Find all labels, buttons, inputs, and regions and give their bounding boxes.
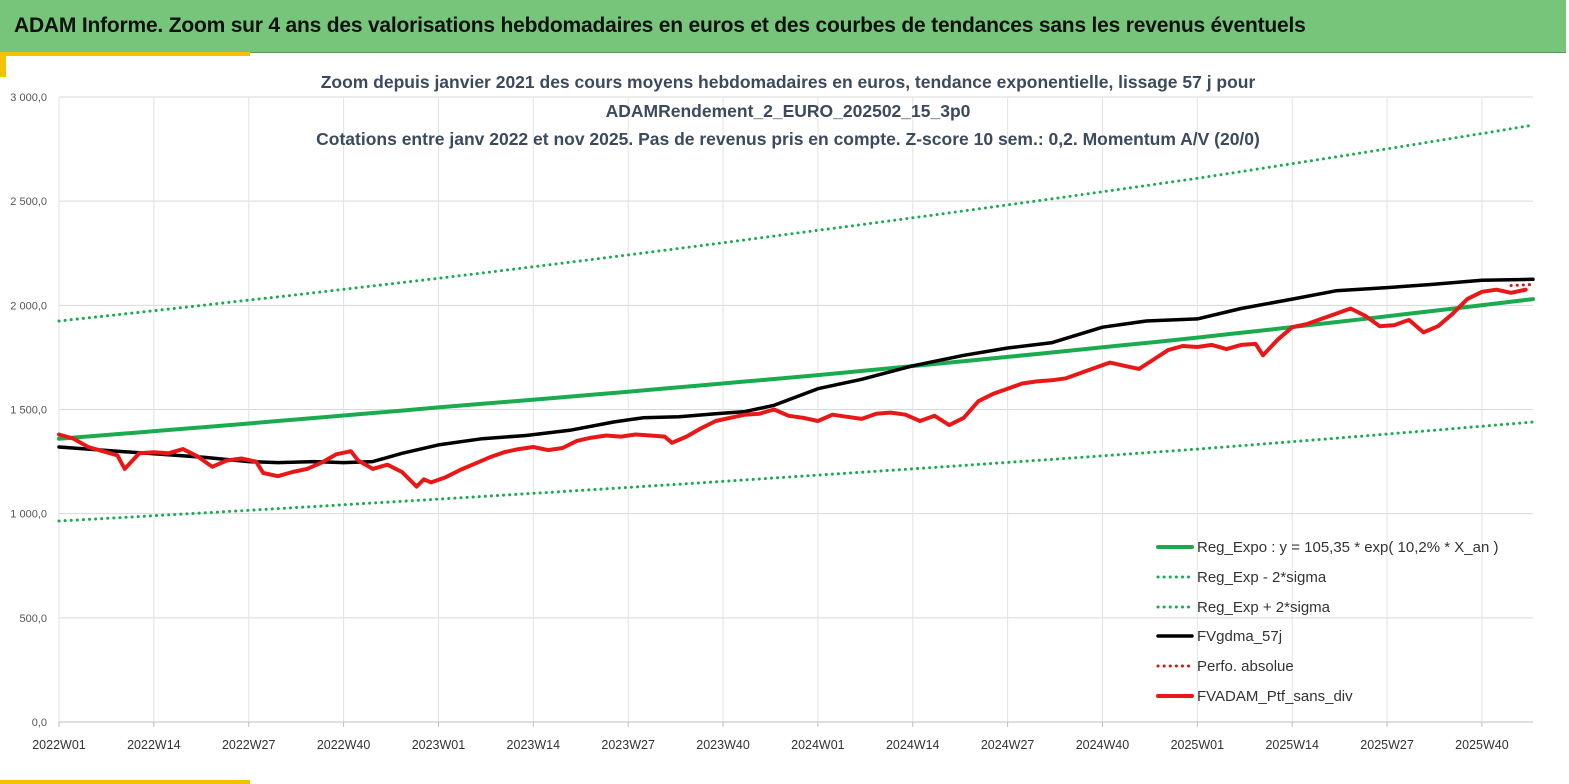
x-tick-label: 2022W14 — [127, 738, 181, 752]
banner-title: ADAM Informe. Zoom sur 4 ans des valoris… — [14, 14, 1306, 37]
series-fvgdma — [57, 277, 1535, 465]
x-tick-label: 2025W14 — [1265, 738, 1319, 752]
series-fvadam — [57, 287, 1528, 489]
x-tick-label: 2025W27 — [1360, 738, 1414, 752]
series-perfo — [1509, 283, 1535, 287]
series-reg-minus — [57, 420, 1535, 523]
accent-bar-left — [0, 53, 6, 77]
chart-legend: Reg_Expo : y = 105,35 * exp( 10,2% * X_a… — [1156, 539, 1498, 705]
y-tick-label: 2 000,0 — [10, 300, 47, 312]
legend-label-4: FVgdma_57j — [1197, 628, 1282, 645]
y-tick-label: 1 000,0 — [10, 509, 47, 521]
chart-series — [57, 123, 1535, 523]
legend-label-5: Perfo. absolue — [1197, 658, 1294, 675]
x-tick-label: 2025W40 — [1455, 738, 1509, 752]
x-tick-label: 2023W14 — [507, 738, 561, 752]
chart-title-line-3: Cotations entre janv 2022 et nov 2025. P… — [316, 129, 1260, 149]
accent-bar-bottom — [0, 780, 250, 784]
x-tick-label: 2023W40 — [696, 738, 750, 752]
x-tick-label: 2024W40 — [1076, 738, 1130, 752]
x-tick-label: 2022W27 — [222, 738, 276, 752]
chart-grid — [58, 96, 1533, 723]
x-tick-label: 2022W40 — [317, 738, 371, 752]
y-tick-label: 500,0 — [19, 613, 47, 625]
x-tick-label: 2024W14 — [886, 738, 940, 752]
x-tick-label: 2025W01 — [1171, 738, 1225, 752]
line-chart: 0,0 500,0 1 000,0 1 500,0 2 000,0 2 500,0 3 00… — [10, 72, 1535, 752]
chart-axes: 0,0 500,0 1 000,0 1 500,0 2 000,0 2 500,0 3 00… — [10, 92, 1533, 752]
x-tick-label: 2023W01 — [412, 738, 466, 752]
y-tick-label: 2 500,0 — [10, 196, 47, 208]
series-reg-plus — [57, 123, 1535, 323]
y-tick-label: 0,0 — [32, 717, 47, 729]
x-tick-label: 2022W01 — [32, 738, 86, 752]
x-tick-label: 2024W01 — [791, 738, 845, 752]
chart-title-line-1: Zoom depuis janvier 2021 des cours moyen… — [321, 72, 1256, 92]
accent-bar-top — [0, 52, 250, 56]
y-tick-label: 3 000,0 — [10, 92, 47, 104]
x-tick-label: 2023W27 — [601, 738, 655, 752]
chart-title-line-2: ADAMRendement_2_EURO_202502_15_3p0 — [606, 101, 971, 121]
x-tick-label: 2024W27 — [981, 738, 1035, 752]
y-tick-label: 1 500,0 — [10, 405, 47, 417]
legend-label-1: Reg_Expo : y = 105,35 * exp( 10,2% * X_a… — [1197, 539, 1498, 556]
legend-label-6: FVADAM_Ptf_sans_div — [1197, 688, 1353, 705]
title-banner: ADAM Informe. Zoom sur 4 ans des valoris… — [0, 0, 1566, 53]
legend-label-3: Reg_Exp + 2*sigma — [1197, 599, 1331, 616]
chart-title: Zoom depuis janvier 2021 des cours moyen… — [316, 72, 1260, 149]
legend-label-2: Reg_Exp - 2*sigma — [1197, 569, 1327, 586]
